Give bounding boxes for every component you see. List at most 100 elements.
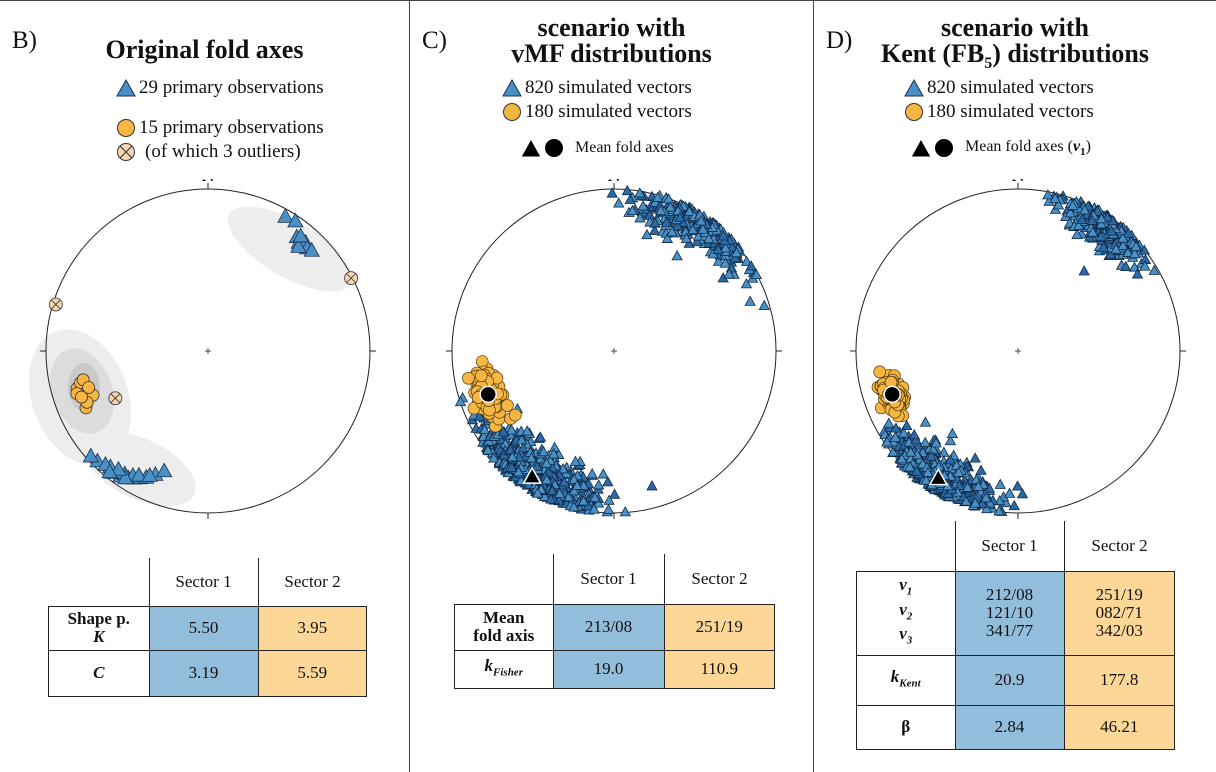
data-point bbox=[462, 371, 475, 385]
table-cell: 212/08 121/10 341/77 bbox=[954, 570, 1065, 656]
row-label: kFisher bbox=[454, 649, 554, 689]
data-point bbox=[993, 505, 1005, 516]
data-point bbox=[277, 208, 294, 223]
outlier-cross bbox=[346, 273, 356, 283]
data-point bbox=[504, 443, 517, 455]
legend-orange-label: 180 simulated vectors bbox=[525, 101, 692, 122]
data-point bbox=[919, 416, 932, 427]
row-label: C bbox=[48, 649, 150, 697]
data-point bbox=[671, 219, 684, 231]
data-point bbox=[1052, 199, 1065, 210]
col-header: Sector 2 bbox=[1063, 521, 1175, 571]
data-point bbox=[547, 448, 560, 459]
data-point bbox=[952, 466, 965, 477]
data-point bbox=[545, 493, 557, 504]
outlier-point bbox=[108, 391, 123, 406]
data-point bbox=[634, 187, 646, 198]
panel-b: B) Original fold axes 29 primary observa… bbox=[0, 0, 410, 772]
data-point bbox=[75, 390, 88, 404]
data-point bbox=[687, 223, 699, 235]
panel-letter: D) bbox=[826, 27, 853, 54]
data-point bbox=[691, 235, 703, 247]
data-point bbox=[624, 193, 636, 204]
legend-orange: 15 primary observations bbox=[116, 117, 324, 139]
data-point bbox=[740, 255, 753, 266]
data-point bbox=[1086, 214, 1098, 225]
data-point bbox=[473, 410, 486, 421]
table-d: Sector 1 Sector 2 v1 v2 v3 212/08 121/10 3… bbox=[856, 521, 1175, 750]
col-header: Sector 1 bbox=[954, 521, 1064, 571]
data-point bbox=[101, 463, 118, 479]
table-cell: 46.21 bbox=[1063, 704, 1175, 750]
data-point bbox=[920, 474, 932, 485]
mean-axis-sector1 bbox=[928, 467, 949, 486]
data-point bbox=[290, 238, 307, 253]
data-point bbox=[1071, 228, 1083, 240]
data-point bbox=[1117, 232, 1129, 243]
row-label: Shape p. K bbox=[48, 605, 150, 651]
data-point bbox=[930, 437, 942, 448]
data-point bbox=[719, 242, 732, 253]
data-point bbox=[110, 460, 127, 476]
data-point bbox=[537, 446, 550, 457]
data-point bbox=[597, 468, 609, 479]
data-point bbox=[1008, 499, 1020, 511]
table-b: Sector 1 Sector 2 Shape p. K 5.50 3.95 C … bbox=[48, 558, 367, 697]
data-point bbox=[745, 260, 757, 271]
data-point bbox=[994, 478, 1006, 489]
data-point bbox=[719, 257, 731, 268]
data-point bbox=[603, 494, 615, 505]
outlier-cross bbox=[110, 393, 121, 404]
data-point bbox=[1129, 248, 1141, 259]
table-c: Sector 1 Sector 2 Mean fold axis 213/08 2… bbox=[454, 554, 775, 689]
data-point bbox=[925, 450, 938, 461]
legend-blue: 820 simulated vectors bbox=[904, 77, 1094, 99]
legend-mean-label: Mean fold axes (v1) bbox=[965, 137, 1091, 159]
data-point bbox=[626, 204, 639, 216]
data-point bbox=[740, 278, 753, 289]
data-point bbox=[130, 466, 148, 482]
data-point bbox=[602, 476, 614, 487]
data-point bbox=[655, 204, 667, 215]
data-point bbox=[292, 227, 309, 243]
data-point bbox=[501, 399, 514, 412]
data-point bbox=[648, 224, 661, 235]
data-point bbox=[1016, 487, 1029, 499]
data-point bbox=[586, 468, 598, 479]
data-point bbox=[887, 446, 899, 457]
table-cell: 2.84 bbox=[954, 704, 1065, 750]
data-point bbox=[488, 452, 500, 463]
row-label: kKent bbox=[856, 654, 956, 706]
table-cell: 251/19 082/71 342/03 bbox=[1063, 570, 1175, 656]
panel-title-line1: scenario with bbox=[940, 13, 1090, 42]
data-point bbox=[1148, 264, 1160, 275]
data-point bbox=[474, 369, 488, 383]
mean-axes-icon bbox=[520, 137, 563, 158]
data-point bbox=[649, 217, 661, 228]
data-point bbox=[927, 443, 939, 454]
table-cell: 110.9 bbox=[663, 649, 775, 689]
data-point bbox=[117, 469, 134, 485]
stereonet-c: N bbox=[446, 179, 782, 519]
outlier-point bbox=[48, 297, 63, 312]
data-point bbox=[517, 442, 529, 453]
data-point bbox=[750, 268, 763, 280]
table-cell: 20.9 bbox=[954, 654, 1065, 706]
data-point bbox=[896, 453, 908, 464]
data-point bbox=[890, 422, 902, 433]
circle-icon bbox=[503, 103, 521, 121]
panel-title-line2: vMF distributions bbox=[511, 39, 712, 68]
data-point bbox=[664, 201, 677, 212]
data-point bbox=[619, 506, 631, 517]
data-point bbox=[883, 417, 895, 428]
data-point bbox=[712, 243, 724, 254]
data-point bbox=[758, 299, 770, 310]
data-point bbox=[703, 232, 715, 244]
data-point bbox=[454, 395, 467, 407]
data-point bbox=[1067, 199, 1079, 210]
data-point bbox=[726, 241, 739, 252]
legend-mean: Mean fold axes (v1) bbox=[910, 137, 1091, 159]
data-point bbox=[680, 232, 693, 243]
table-cell: 251/19 bbox=[663, 603, 775, 651]
legend-orange-label: 180 simulated vectors bbox=[927, 101, 1094, 122]
